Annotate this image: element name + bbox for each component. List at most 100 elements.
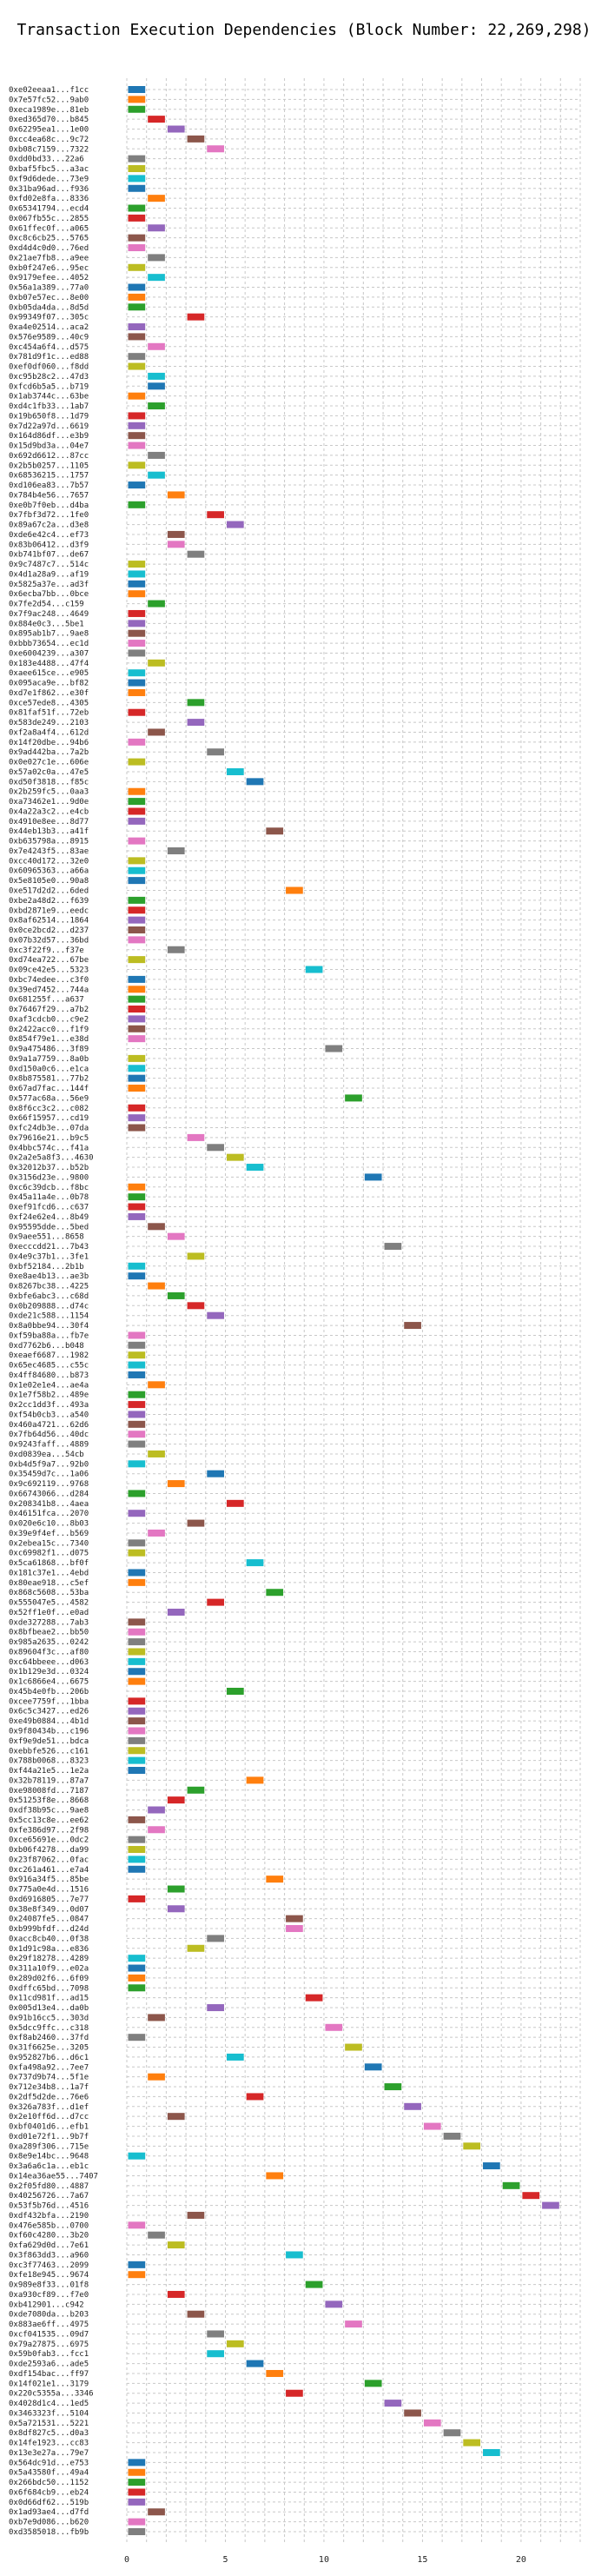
transaction-bar	[167, 541, 185, 548]
transaction-label: 0x5ca61868...bf0f	[9, 1559, 89, 1568]
transaction-label: 0x583de249...2103	[9, 719, 89, 727]
transaction-label: 0x62295ea1...1e00	[9, 126, 89, 135]
transaction-label: 0x9a1a7759...8a0b	[9, 1055, 89, 1064]
transaction-label: 0x14ea36ae55...7407	[9, 2172, 98, 2181]
transaction-label: 0x564dc91d...e753	[9, 2459, 89, 2467]
transaction-bar	[128, 986, 146, 993]
transaction-label: 0x56a1a389...77a0	[9, 284, 89, 293]
transaction-bar	[128, 1025, 146, 1032]
transaction-label: 0xb412901...c942	[9, 2300, 84, 2309]
transaction-bar	[148, 1223, 165, 1231]
transaction-bar	[128, 916, 146, 924]
transaction-label: 0xcf041535...09d7	[9, 2330, 89, 2339]
transaction-bar	[266, 1589, 284, 1597]
transaction-bar	[128, 1836, 146, 1843]
transaction-label: 0x40256726...7a67	[9, 2192, 89, 2201]
transaction-label: 0xcee7759f...1bba	[9, 1697, 89, 1706]
transaction-bar	[148, 254, 165, 262]
transaction-bar	[187, 313, 205, 321]
transaction-bar	[128, 283, 146, 291]
transaction-bar	[128, 738, 146, 746]
transaction-bar	[128, 561, 146, 568]
transaction-label: 0xb0f247e6...95ec	[9, 264, 89, 273]
transaction-label: 0x1e02e1e4...ae4a	[9, 1381, 89, 1390]
transaction-bar	[148, 274, 165, 282]
transaction-bar	[128, 501, 146, 508]
transaction-bar	[128, 442, 146, 449]
transaction-label: 0xdf38b95c...9ae8	[9, 1807, 89, 1816]
transaction-bar	[128, 1104, 146, 1112]
transaction-bar	[128, 1767, 146, 1775]
transaction-label: 0x39e9f4ef...b569	[9, 1530, 89, 1538]
transaction-label: 0xecccdd21...7b43	[9, 1243, 89, 1251]
transaction-bar	[128, 362, 146, 370]
transaction-bar	[128, 708, 146, 716]
transaction-bar	[207, 1144, 224, 1152]
transaction-label: 0x5825a37e...ad3f	[9, 581, 89, 589]
transaction-label: 0xb999bfdf...d24d	[9, 1925, 89, 1934]
transaction-bar	[207, 1935, 224, 1942]
transaction-bar	[246, 1164, 264, 1172]
transaction-bar	[128, 1006, 146, 1013]
transaction-bar	[128, 1756, 146, 1764]
transaction-bar	[364, 2380, 382, 2387]
transaction-label: 0x9c692119...9768	[9, 1480, 89, 1489]
transaction-bar	[246, 2093, 264, 2101]
transaction-bar	[148, 1381, 165, 1389]
transaction-bar	[128, 1183, 146, 1191]
transaction-label: 0xc6c39dcb...f8bc	[9, 1184, 89, 1192]
transaction-bar	[463, 2142, 481, 2150]
transaction-bar	[128, 303, 146, 311]
transaction-label: 0x0b209888...d74c	[9, 1302, 89, 1311]
transaction-label: 0x289d02f6...6f09	[9, 1975, 89, 1983]
transaction-label: 0x51253f8e...8668	[9, 1796, 89, 1805]
transaction-label: 0x095aca9e...bf82	[9, 680, 89, 688]
transaction-label: 0x681255f...a637	[9, 996, 84, 1005]
transaction-label: 0x9a475486...3f89	[9, 1046, 89, 1054]
transaction-label: 0xde7080da...b203	[9, 2311, 89, 2320]
transaction-label: 0x9179efee...4052	[9, 274, 89, 282]
chart-title: Transaction Execution Dependencies (Bloc…	[17, 21, 591, 39]
transaction-bar	[266, 827, 284, 835]
x-axis-ticks: 0 5 10 15 20	[124, 2555, 526, 2565]
transaction-label: 0x4bbc574c...f41a	[9, 1144, 89, 1152]
transaction-bar	[305, 966, 323, 973]
transaction-label: 0xb741bf07...de67	[9, 551, 89, 560]
transaction-bar	[128, 2488, 146, 2496]
transaction-bar	[128, 1747, 146, 1755]
transaction-label: 0x2df5d2de...76e6	[9, 2093, 89, 2101]
transaction-bar	[128, 640, 146, 647]
transaction-label: 0x181c37e1...4ebd	[9, 1569, 89, 1577]
transaction-label: 0x35459d7c...1a06	[9, 1471, 89, 1479]
transaction-label: 0xfe18e945...9674	[9, 2271, 89, 2280]
transaction-bar	[128, 2221, 146, 2229]
transaction-bar	[226, 521, 244, 528]
transaction-label: 0x07b32d57...36bd	[9, 936, 89, 945]
transaction-label: 0x2422acc0...f1f9	[9, 1026, 89, 1034]
transaction-label: 0x39ed7452...744a	[9, 986, 89, 994]
transaction-bar	[167, 1885, 185, 1893]
transaction-bar	[128, 837, 146, 845]
transaction-label: 0x83b06412...d3f9	[9, 541, 89, 549]
transaction-bar	[128, 807, 146, 815]
transaction-label: 0xbfe6abc3...c68d	[9, 1292, 89, 1301]
transaction-label: 0x916a34f5...85be	[9, 1876, 89, 1884]
transaction-label: 0xd150a0c6...e1ca	[9, 1065, 89, 1073]
transaction-label: 0x9ad442ba...7a2b	[9, 748, 89, 757]
transaction-label: 0xde327288...7ab3	[9, 1618, 89, 1627]
transaction-label: 0x1ab3744c...63be	[9, 393, 89, 402]
transaction-label: 0x46151fca...2070	[9, 1510, 89, 1518]
transaction-bar	[128, 906, 146, 914]
transaction-bar	[128, 926, 146, 934]
transaction-bar	[128, 2528, 146, 2535]
transaction-label: 0x8a0bbe94...30f4	[9, 1322, 89, 1331]
transaction-bar	[207, 748, 224, 756]
transaction-label: 0x59b0fab3...fcc1	[9, 2350, 89, 2359]
transaction-bar	[128, 1736, 146, 1744]
transaction-bar	[128, 580, 146, 588]
transaction-bar	[128, 2468, 146, 2476]
transaction-label: 0x576e9589...40c9	[9, 333, 89, 342]
transaction-label: 0xc454a6f4...d575	[9, 343, 89, 352]
transaction-bar	[345, 2320, 362, 2328]
